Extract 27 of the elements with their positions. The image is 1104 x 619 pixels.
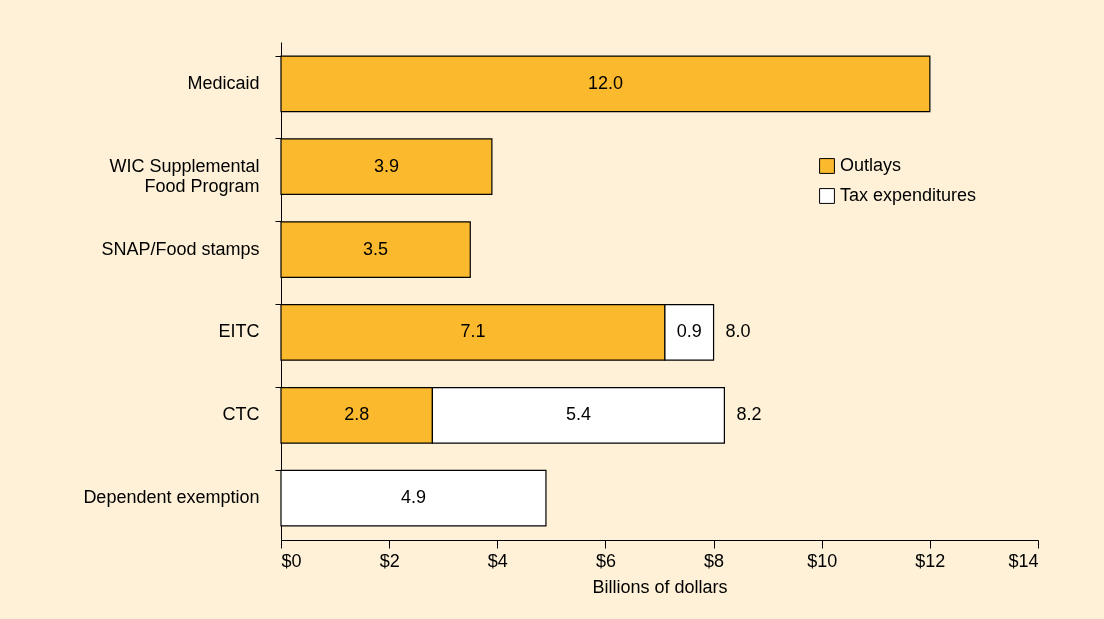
x-tick-label: $6 bbox=[595, 550, 616, 571]
x-axis-title: Billions of dollars bbox=[592, 576, 728, 597]
x-tick-label: $4 bbox=[487, 550, 508, 571]
x-tick-label: $12 bbox=[915, 550, 946, 571]
legend-label: Outlays bbox=[840, 155, 902, 175]
data-label: 4.9 bbox=[400, 487, 426, 508]
total-label: 8.2 bbox=[736, 404, 762, 425]
y-tick-label: CTC bbox=[222, 404, 260, 425]
y-tick-label: Medicaid bbox=[187, 72, 260, 93]
y-tick-label: SNAP/Food stamps bbox=[101, 238, 260, 259]
data-label: 2.8 bbox=[344, 404, 370, 425]
data-label: 3.5 bbox=[363, 238, 389, 259]
y-tick-label: EITC bbox=[218, 321, 260, 342]
x-tick-label: $14 bbox=[1008, 550, 1039, 571]
x-tick-label: $0 bbox=[281, 550, 302, 571]
x-tick-label: $10 bbox=[807, 550, 838, 571]
y-tick-label: WIC Supplemental Food Program bbox=[109, 155, 260, 196]
x-tick-label: $2 bbox=[379, 550, 400, 571]
legend-label: Tax expenditures bbox=[840, 185, 977, 205]
y-tick-label: Dependent exemption bbox=[83, 487, 260, 508]
total-label: 8.0 bbox=[725, 321, 751, 342]
data-label: 0.9 bbox=[676, 321, 702, 342]
data-label: 7.1 bbox=[460, 321, 486, 342]
x-tick-label: $8 bbox=[704, 550, 725, 571]
data-label: 12.0 bbox=[587, 72, 623, 93]
data-label: 5.4 bbox=[565, 404, 591, 425]
data-label: 3.9 bbox=[373, 155, 399, 176]
